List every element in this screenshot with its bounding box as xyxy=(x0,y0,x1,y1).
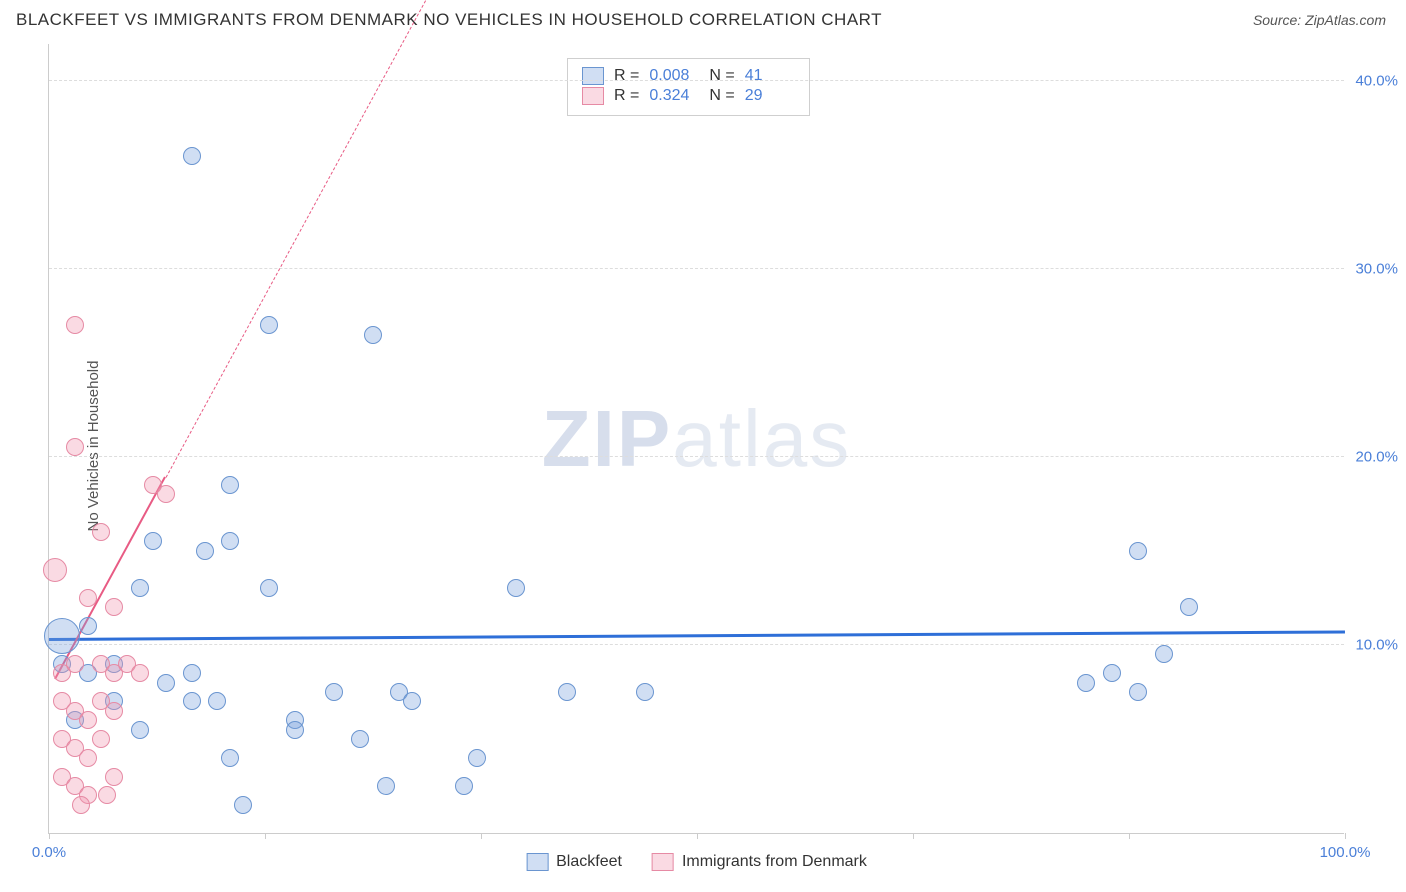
data-point xyxy=(1155,645,1173,663)
data-point xyxy=(79,711,97,729)
data-point xyxy=(105,598,123,616)
data-point xyxy=(234,796,252,814)
data-point xyxy=(105,702,123,720)
stats-legend-box: R = 0.008 N = 41 R = 0.324 N = 29 xyxy=(567,58,810,116)
data-point xyxy=(43,558,67,582)
y-tick-label: 40.0% xyxy=(1355,72,1398,89)
scatter-chart: ZIPatlas R = 0.008 N = 41 R = 0.324 N = … xyxy=(48,44,1344,834)
legend-item: Immigrants from Denmark xyxy=(652,853,867,871)
data-point xyxy=(286,721,304,739)
x-tick xyxy=(49,833,50,839)
data-point xyxy=(1129,542,1147,560)
legend-label: Blackfeet xyxy=(556,853,622,871)
gridline xyxy=(49,80,1344,81)
y-tick-label: 20.0% xyxy=(1355,448,1398,465)
data-point xyxy=(636,683,654,701)
series-swatch xyxy=(652,853,674,871)
data-point xyxy=(92,523,110,541)
data-point xyxy=(221,532,239,550)
data-point xyxy=(131,664,149,682)
data-point xyxy=(221,749,239,767)
data-point xyxy=(105,768,123,786)
data-point xyxy=(92,730,110,748)
data-point xyxy=(79,617,97,635)
series-swatch xyxy=(582,87,604,105)
data-point xyxy=(260,579,278,597)
chart-header: BLACKFEET VS IMMIGRANTS FROM DENMARK NO … xyxy=(0,0,1406,36)
data-point xyxy=(325,683,343,701)
data-point xyxy=(44,618,80,654)
data-point xyxy=(1077,674,1095,692)
x-tick xyxy=(913,833,914,839)
stats-row: R = 0.008 N = 41 xyxy=(582,67,795,85)
data-point xyxy=(260,316,278,334)
x-tick xyxy=(697,833,698,839)
x-tick-label: 100.0% xyxy=(1320,844,1371,861)
trend-line xyxy=(165,0,464,477)
data-point xyxy=(66,655,84,673)
x-tick-label: 0.0% xyxy=(32,844,66,861)
data-point xyxy=(1103,664,1121,682)
legend-item: Blackfeet xyxy=(526,853,622,871)
series-swatch xyxy=(582,67,604,85)
legend-label: Immigrants from Denmark xyxy=(682,853,867,871)
x-tick xyxy=(481,833,482,839)
data-point xyxy=(1129,683,1147,701)
data-point xyxy=(183,692,201,710)
y-tick-label: 30.0% xyxy=(1355,260,1398,277)
x-tick xyxy=(265,833,266,839)
data-point xyxy=(183,147,201,165)
data-point xyxy=(196,542,214,560)
data-point xyxy=(403,692,421,710)
data-point xyxy=(98,786,116,804)
data-point xyxy=(507,579,525,597)
series-swatch xyxy=(526,853,548,871)
data-point xyxy=(66,438,84,456)
gridline xyxy=(49,456,1344,457)
data-point xyxy=(183,664,201,682)
chart-source: Source: ZipAtlas.com xyxy=(1253,12,1386,28)
legend-bottom: Blackfeet Immigrants from Denmark xyxy=(526,853,867,871)
gridline xyxy=(49,268,1344,269)
data-point xyxy=(157,674,175,692)
data-point xyxy=(468,749,486,767)
data-point xyxy=(351,730,369,748)
data-point xyxy=(79,749,97,767)
data-point xyxy=(377,777,395,795)
watermark: ZIPatlas xyxy=(542,393,851,485)
x-tick xyxy=(1129,833,1130,839)
data-point xyxy=(208,692,226,710)
gridline xyxy=(49,644,1344,645)
data-point xyxy=(1180,598,1198,616)
data-point xyxy=(66,316,84,334)
data-point xyxy=(131,579,149,597)
stats-row: R = 0.324 N = 29 xyxy=(582,87,795,105)
y-tick-label: 10.0% xyxy=(1355,636,1398,653)
x-tick xyxy=(1345,833,1346,839)
data-point xyxy=(221,476,239,494)
data-point xyxy=(157,485,175,503)
data-point xyxy=(558,683,576,701)
data-point xyxy=(364,326,382,344)
data-point xyxy=(79,589,97,607)
data-point xyxy=(131,721,149,739)
data-point xyxy=(144,532,162,550)
chart-title: BLACKFEET VS IMMIGRANTS FROM DENMARK NO … xyxy=(16,10,882,30)
data-point xyxy=(455,777,473,795)
trend-line xyxy=(49,631,1345,642)
data-point xyxy=(72,796,90,814)
